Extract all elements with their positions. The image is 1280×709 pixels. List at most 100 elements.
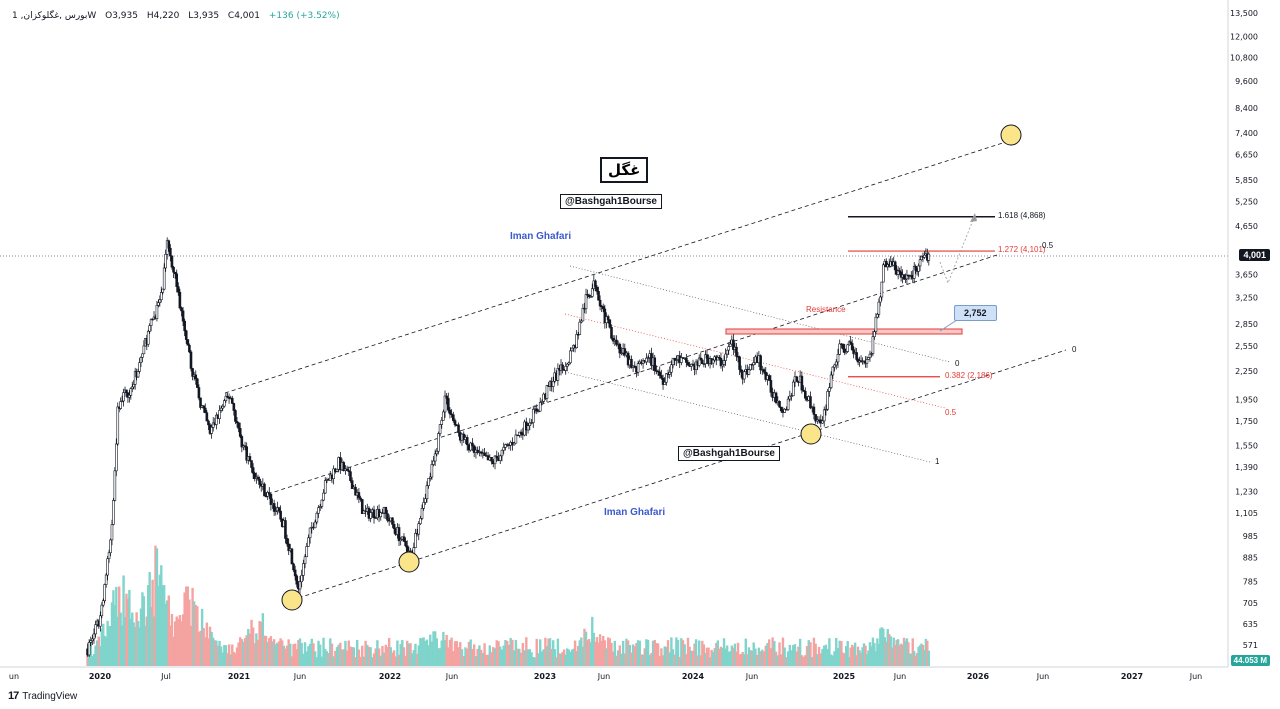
candle-body — [122, 392, 125, 402]
volume-bar — [181, 614, 185, 666]
volume-bar — [805, 646, 809, 666]
candle-body — [287, 543, 290, 551]
volume-bar — [512, 650, 516, 666]
volume-bar — [495, 640, 498, 666]
candle-body — [285, 538, 289, 545]
volume-bar — [539, 639, 542, 666]
volume-bar — [562, 649, 566, 666]
volume-bar — [212, 637, 215, 666]
volume-bar — [99, 646, 102, 666]
volume-bar — [836, 647, 840, 666]
volume-bar — [422, 637, 425, 666]
volume-bar — [678, 657, 681, 666]
candle-body — [871, 336, 875, 354]
candle-body — [91, 638, 94, 641]
volume-bar — [814, 643, 817, 666]
volume-bar — [694, 639, 698, 666]
volume-bar — [481, 652, 485, 666]
volume-bar — [774, 651, 778, 666]
volume-bar — [715, 642, 718, 666]
volume-bar — [752, 642, 755, 666]
candle-body — [224, 395, 228, 401]
candle-body — [119, 401, 122, 409]
volume-bar — [335, 647, 339, 666]
volume-bar — [710, 649, 713, 666]
candle-body — [570, 347, 574, 352]
candle-body — [587, 295, 591, 297]
volume-bar — [598, 634, 602, 666]
volume-bar — [852, 646, 855, 666]
candle-body — [253, 472, 257, 479]
volume-bar — [600, 640, 603, 666]
trend-drawings — [224, 139, 1067, 601]
candle-body — [671, 357, 675, 366]
volume-bar — [638, 640, 641, 666]
volume-bar — [119, 612, 122, 666]
volume-bar — [320, 656, 324, 666]
volume-bar — [816, 654, 819, 666]
candle-body — [462, 433, 466, 440]
volume-bar — [154, 545, 157, 666]
volume-bar — [800, 655, 804, 666]
volume-bar — [888, 634, 891, 666]
candle-body — [483, 452, 486, 456]
volume-bar — [227, 644, 231, 666]
volume-bar — [215, 640, 218, 666]
volume-bar — [452, 651, 455, 666]
candle-body — [767, 375, 771, 381]
pivot-markers — [281, 124, 1022, 611]
candle-body — [663, 381, 667, 385]
candle-body — [164, 254, 167, 269]
volume-bar — [131, 612, 134, 666]
tradingview-logo[interactable]: 17 TradingView — [8, 690, 77, 702]
volume-bar — [139, 608, 143, 666]
resistance-callout[interactable]: 2,752 — [954, 305, 997, 321]
candle-body — [739, 369, 743, 373]
volume-bar — [847, 657, 851, 666]
candle-body — [732, 339, 735, 350]
volume-bar — [142, 596, 146, 666]
volume-bar — [868, 642, 872, 666]
candle-body — [184, 330, 188, 340]
volume-bar — [913, 651, 916, 666]
volume-bar — [558, 653, 561, 666]
volume-bar — [118, 586, 121, 666]
volume-bar — [797, 646, 800, 666]
handle-label-bottom: @Bashgah1Bourse — [678, 446, 780, 461]
volume-bar — [128, 589, 131, 666]
volume-bar — [407, 643, 411, 666]
volume-bar — [381, 645, 384, 666]
volume-bar — [741, 651, 744, 666]
candle-body — [414, 532, 417, 548]
candle-body — [633, 365, 637, 368]
volume-bar — [126, 598, 130, 666]
candle-body — [630, 359, 633, 368]
volume-bar — [636, 640, 640, 666]
candle-body — [425, 485, 429, 500]
candle-body — [528, 422, 532, 426]
volume-bar — [927, 650, 930, 666]
price-tick-label: 1,750 — [1235, 417, 1258, 426]
volume-bar — [376, 640, 379, 666]
volume-bar — [923, 650, 926, 666]
volume-bar — [615, 655, 618, 666]
candle-body — [471, 442, 474, 447]
volume-bar — [747, 647, 751, 666]
volume-bar — [616, 650, 620, 666]
volume-bar — [846, 641, 849, 666]
candle-body — [94, 624, 97, 635]
volume-bar — [485, 654, 488, 666]
candle-body — [136, 371, 140, 378]
volume-bar — [886, 629, 889, 666]
candle-body — [759, 355, 762, 371]
volume-bar — [279, 638, 282, 666]
candle-body — [465, 437, 469, 446]
candle-body — [237, 422, 240, 429]
volume-bar — [412, 650, 416, 666]
candle-body — [203, 407, 207, 414]
candle-body — [230, 397, 234, 404]
volume-bar — [722, 638, 726, 666]
volume-bar — [790, 650, 793, 666]
volume-bar — [497, 641, 500, 666]
